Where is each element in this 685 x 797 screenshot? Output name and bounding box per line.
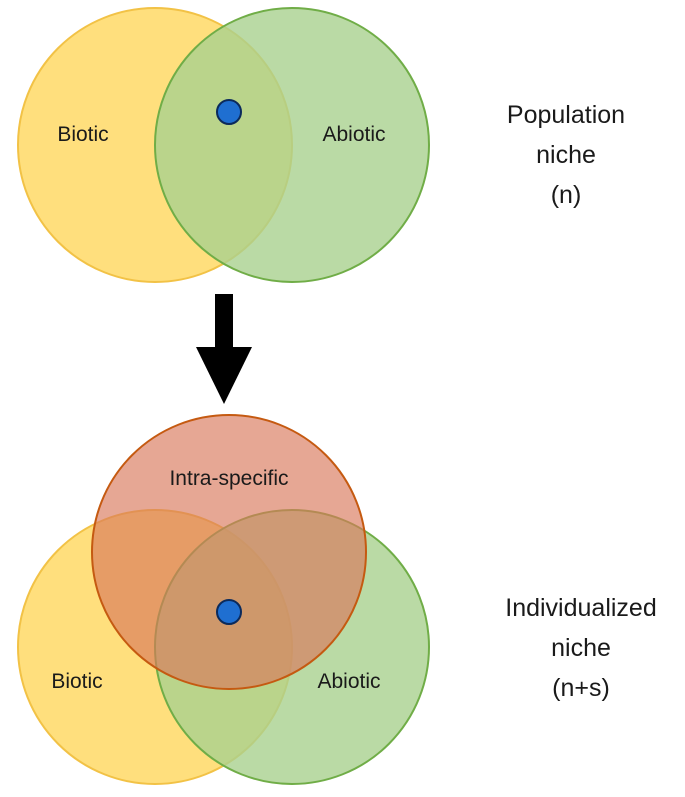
biotic-label-bottom: Biotic [51, 670, 102, 693]
individualized-title-line2: niche [551, 634, 611, 662]
population-title-line3: (n) [551, 181, 582, 209]
intra-specific-circle [91, 414, 367, 690]
population-title-line2: niche [536, 141, 596, 169]
population-point [216, 99, 242, 125]
individual-point [216, 599, 242, 625]
population-niche-title: Population niche (n) [507, 101, 625, 209]
biotic-label: Biotic [57, 123, 108, 146]
abiotic-circle [154, 7, 430, 283]
individualized-niche-title: Individualized niche (n+s) [505, 594, 657, 702]
individualized-title-line3: (n+s) [552, 674, 610, 702]
abiotic-label: Abiotic [322, 123, 385, 146]
intra-specific-label: Intra-specific [169, 467, 288, 490]
abiotic-label-bottom: Abiotic [317, 670, 380, 693]
population-niche-venn: Biotic Abiotic [17, 7, 430, 283]
down-arrow-icon [196, 294, 252, 404]
individualized-title-line1: Individualized [505, 594, 657, 622]
individualized-niche-venn: Intra-specific Biotic Abiotic [17, 414, 430, 785]
population-title-line1: Population [507, 101, 625, 129]
